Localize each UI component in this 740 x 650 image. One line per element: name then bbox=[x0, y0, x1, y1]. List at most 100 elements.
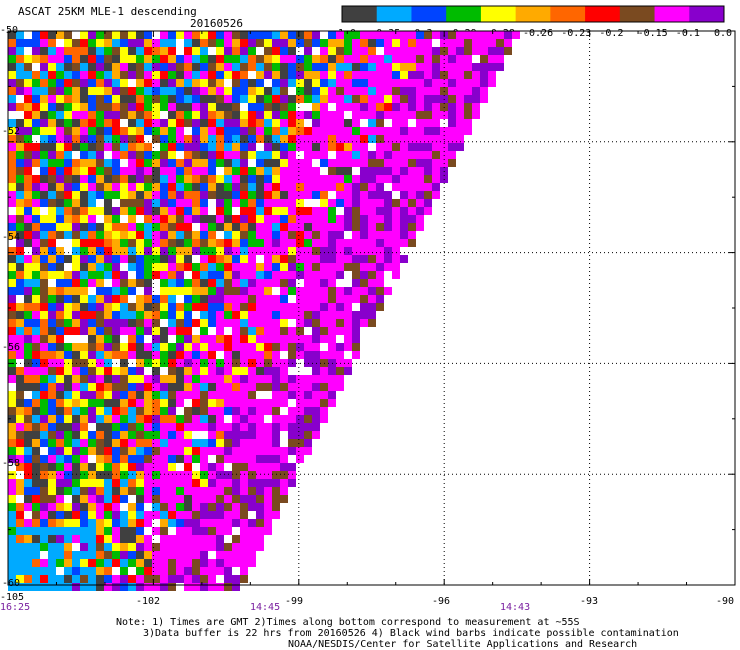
swath-cell bbox=[336, 367, 344, 375]
swath-cell bbox=[400, 151, 408, 159]
swath-cell bbox=[88, 535, 96, 543]
swath-cell bbox=[144, 471, 152, 479]
swath-cell bbox=[304, 231, 312, 239]
swath-cell bbox=[232, 63, 240, 71]
swath-cell bbox=[160, 471, 168, 479]
swath-cell bbox=[280, 495, 288, 503]
swath-cell bbox=[16, 463, 24, 471]
swath-cell bbox=[176, 63, 184, 71]
swath-cell bbox=[64, 103, 72, 111]
swath-cell bbox=[248, 175, 256, 183]
swath-cell bbox=[104, 351, 112, 359]
swath-cell bbox=[168, 71, 176, 79]
swath-cell bbox=[40, 103, 48, 111]
swath-cell bbox=[8, 319, 16, 327]
swath-cell bbox=[192, 351, 200, 359]
swath-cell bbox=[32, 487, 40, 495]
swath-cell bbox=[72, 583, 80, 591]
swath-cell bbox=[80, 319, 88, 327]
swath-cell bbox=[56, 319, 64, 327]
swath-cell bbox=[32, 575, 40, 583]
swath-cell bbox=[232, 503, 240, 511]
swath-cell bbox=[48, 527, 56, 535]
swath-cell bbox=[208, 351, 216, 359]
lat-label-56: -56 bbox=[2, 342, 21, 353]
swath-cell bbox=[8, 271, 16, 279]
swath-cell bbox=[88, 47, 96, 55]
swath-cell bbox=[416, 151, 424, 159]
swath-cell bbox=[8, 327, 16, 335]
swath-cell bbox=[192, 319, 200, 327]
swath-cell bbox=[360, 79, 368, 87]
swath-cell bbox=[24, 111, 32, 119]
swath-cell bbox=[248, 151, 256, 159]
swath-cell bbox=[352, 271, 360, 279]
swath-cell bbox=[304, 151, 312, 159]
swath-cell bbox=[136, 199, 144, 207]
swath-cell bbox=[136, 111, 144, 119]
swath-cell bbox=[296, 87, 304, 95]
swath-cell bbox=[144, 327, 152, 335]
swath-cell bbox=[128, 407, 136, 415]
swath-cell bbox=[208, 127, 216, 135]
swath-cell bbox=[72, 215, 80, 223]
swath-cell bbox=[208, 511, 216, 519]
swath-cell bbox=[128, 143, 136, 151]
swath-cell bbox=[368, 55, 376, 63]
swath-cell bbox=[40, 511, 48, 519]
swath-cell bbox=[344, 319, 352, 327]
swath-cell bbox=[384, 223, 392, 231]
swath-cell bbox=[176, 495, 184, 503]
swath-cell bbox=[184, 431, 192, 439]
swath-cell bbox=[344, 247, 352, 255]
swath-cell bbox=[216, 95, 224, 103]
swath-cell bbox=[112, 231, 120, 239]
swath-cell bbox=[360, 183, 368, 191]
swath-cell bbox=[200, 47, 208, 55]
swath-cell bbox=[16, 543, 24, 551]
swath-cell bbox=[64, 199, 72, 207]
swath-cell bbox=[184, 503, 192, 511]
swath-cell bbox=[296, 327, 304, 335]
swath-cell bbox=[184, 487, 192, 495]
swath-cell bbox=[368, 199, 376, 207]
swath-cell bbox=[192, 527, 200, 535]
swath-cell bbox=[136, 239, 144, 247]
swath-cell bbox=[160, 343, 168, 351]
swath-cell bbox=[56, 455, 64, 463]
swath-cell bbox=[320, 191, 328, 199]
swath-cell bbox=[224, 223, 232, 231]
swath-cell bbox=[328, 255, 336, 263]
swath-cell bbox=[8, 151, 16, 159]
swath-cell bbox=[144, 495, 152, 503]
swath-cell bbox=[360, 255, 368, 263]
swath-cell bbox=[336, 55, 344, 63]
swath-cell bbox=[136, 527, 144, 535]
swath-cell bbox=[104, 55, 112, 63]
swath-cell bbox=[40, 303, 48, 311]
swath-cell bbox=[160, 191, 168, 199]
swath-cell bbox=[296, 135, 304, 143]
swath-cell bbox=[248, 495, 256, 503]
swath-cell bbox=[272, 431, 280, 439]
swath-cell bbox=[168, 119, 176, 127]
swath-cell bbox=[280, 319, 288, 327]
swath-cell bbox=[192, 263, 200, 271]
swath-cell bbox=[312, 39, 320, 47]
swath-cell bbox=[40, 263, 48, 271]
swath-cell bbox=[336, 327, 344, 335]
swath-cell bbox=[408, 103, 416, 111]
swath-cell bbox=[120, 423, 128, 431]
swath-cell bbox=[224, 103, 232, 111]
swath-cell bbox=[96, 207, 104, 215]
swath-cell bbox=[320, 279, 328, 287]
swath-cell bbox=[240, 559, 248, 567]
swath-cell bbox=[136, 471, 144, 479]
swath-cell bbox=[16, 279, 24, 287]
swath-cell bbox=[416, 207, 424, 215]
swath-cell bbox=[168, 255, 176, 263]
swath-cell bbox=[240, 367, 248, 375]
swath-cell bbox=[248, 63, 256, 71]
swath-cell bbox=[96, 87, 104, 95]
swath-cell bbox=[96, 423, 104, 431]
